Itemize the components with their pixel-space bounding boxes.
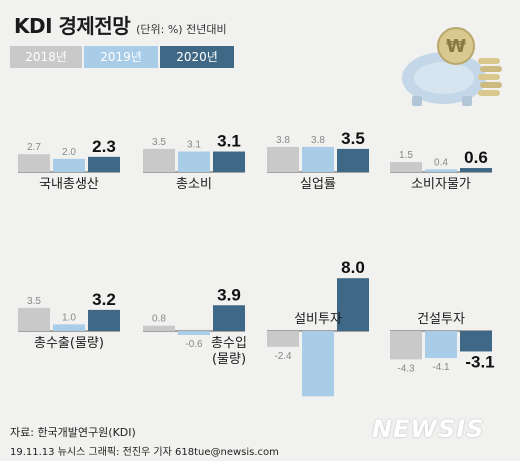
bar-4-1 xyxy=(53,324,85,331)
bar-6-0 xyxy=(267,331,299,347)
bar-7-2 xyxy=(460,331,492,352)
category-label-2: 실업률 xyxy=(300,177,336,192)
data-label-7-1: -4.1 xyxy=(432,362,450,373)
bar-4-2 xyxy=(88,309,120,331)
data-label-4-1: 1.0 xyxy=(62,312,76,323)
legend-2019: 2019년 xyxy=(84,46,158,68)
bar-1-0 xyxy=(143,148,175,172)
svg-text:₩: ₩ xyxy=(446,36,466,57)
category-label-0: 국내총생산 xyxy=(39,177,99,192)
bar-2-0 xyxy=(267,146,299,172)
category-label-7: 건설투자 xyxy=(417,312,465,327)
page-title: KDI 경제전망 xyxy=(14,14,131,38)
bar-4-0 xyxy=(18,307,50,331)
data-label-5-0: 0.8 xyxy=(152,314,166,325)
data-label-5-1: -0.6 xyxy=(185,339,203,350)
data-label-3-0: 1.5 xyxy=(399,150,413,161)
bar-5-0 xyxy=(143,325,175,331)
data-label-2-1: 3.8 xyxy=(311,135,325,146)
data-label-6-2: 8.0 xyxy=(341,258,365,277)
bar-5-2 xyxy=(213,305,245,331)
bar-1-1 xyxy=(178,151,210,172)
title-block: KDI 경제전망 (단위: %) 전년대비 xyxy=(14,10,227,39)
bar-3-1 xyxy=(425,169,457,172)
category-label-5-1: (물량) xyxy=(212,352,246,367)
category-label-1: 총소비 xyxy=(176,177,212,192)
bar-7-0 xyxy=(390,331,422,360)
bar-5-1 xyxy=(178,331,210,335)
legend-2020: 2020년 xyxy=(160,46,234,68)
bar-2-1 xyxy=(302,146,334,172)
source-note: 자료: 한국개발연구원(KDI) xyxy=(10,426,136,439)
bar-7-1 xyxy=(425,331,457,359)
bar-3-0 xyxy=(390,162,422,172)
data-label-1-2: 3.1 xyxy=(217,132,241,151)
data-label-3-2: 0.6 xyxy=(464,148,488,167)
data-label-0-2: 2.3 xyxy=(92,137,116,156)
data-label-1-1: 3.1 xyxy=(187,140,201,151)
legend-2018: 2018년 xyxy=(10,46,82,68)
bar-3-2 xyxy=(460,168,492,172)
data-label-0-1: 2.0 xyxy=(62,147,76,158)
bar-6-2 xyxy=(337,278,369,331)
data-label-7-0: -4.3 xyxy=(397,363,415,374)
data-label-2-0: 3.8 xyxy=(276,135,290,146)
bar-1-2 xyxy=(213,151,245,172)
data-label-3-1: 0.4 xyxy=(434,157,448,168)
data-label-6-0: -2.4 xyxy=(274,351,292,362)
credit-note: 19.11.13 뉴시스 그래픽: 전진우 기자 618tue@newsis.c… xyxy=(10,447,279,458)
data-label-5-2: 3.9 xyxy=(217,285,241,304)
piggy-bank-icon: ₩ xyxy=(402,27,502,106)
bar-2-2 xyxy=(337,148,369,172)
data-label-0-0: 2.7 xyxy=(27,142,41,153)
category-label-4: 총수출(물량) xyxy=(34,336,104,351)
data-label-4-0: 3.5 xyxy=(27,296,41,307)
unit-note: (단위: %) 전년대비 xyxy=(136,23,227,36)
data-label-7-2: -3.1 xyxy=(465,352,494,371)
bar-0-0 xyxy=(18,154,50,172)
bar-0-2 xyxy=(88,156,120,172)
category-label-6: 설비투자 xyxy=(294,312,342,327)
category-label-3: 소비자물가 xyxy=(411,177,471,192)
newsis-logo: NEWSIS xyxy=(372,415,485,443)
category-label-5-0: 총수입 xyxy=(211,336,247,351)
bar-6-1 xyxy=(302,331,334,397)
data-label-4-2: 3.2 xyxy=(92,290,116,309)
data-label-2-2: 3.5 xyxy=(341,129,365,148)
bar-0-1 xyxy=(53,158,85,172)
data-label-1-0: 3.5 xyxy=(152,137,166,148)
